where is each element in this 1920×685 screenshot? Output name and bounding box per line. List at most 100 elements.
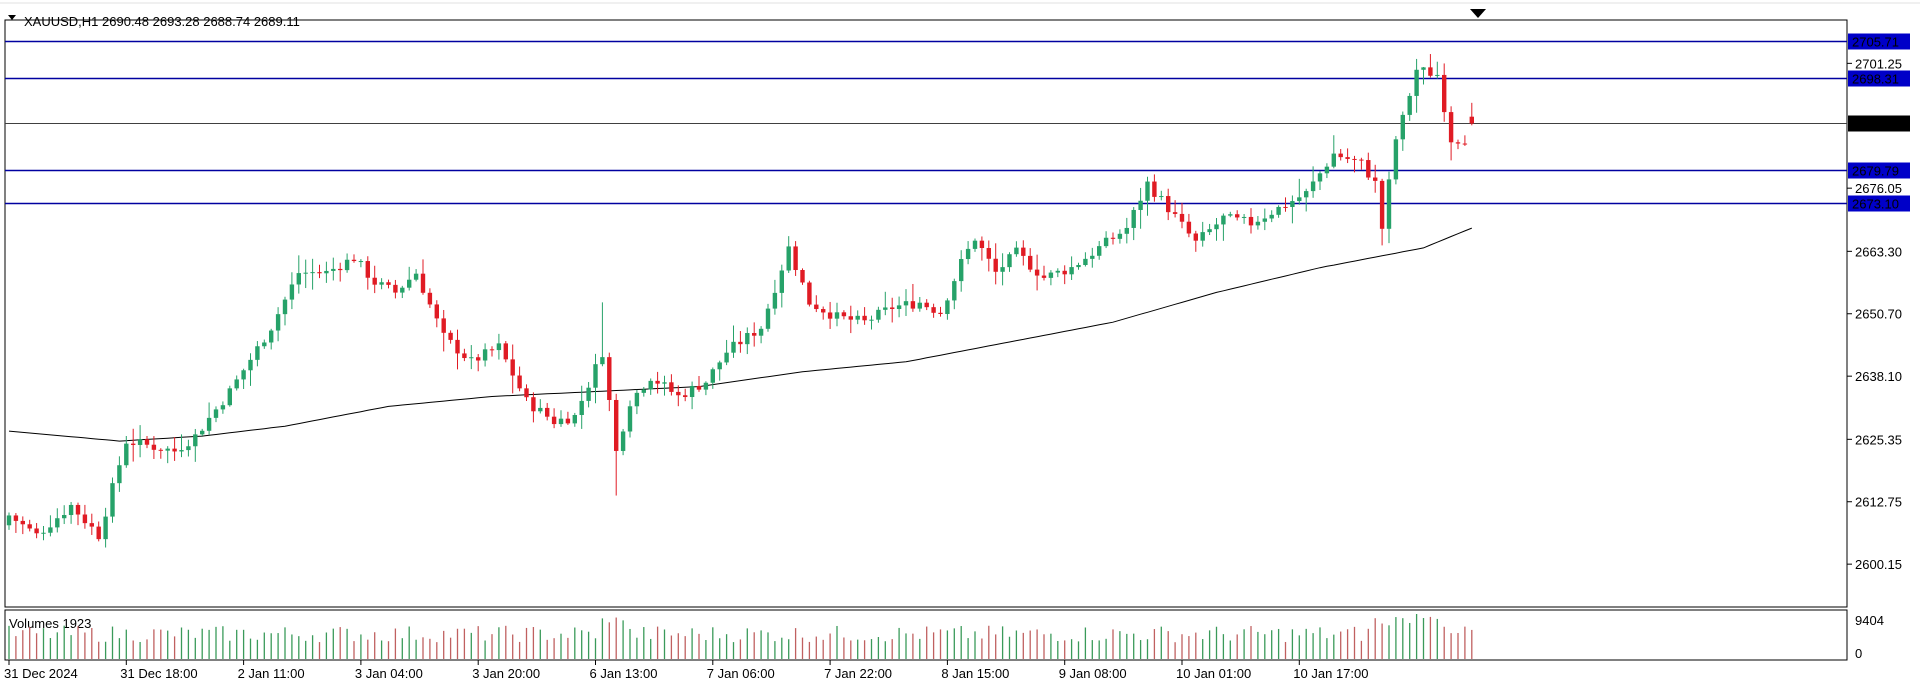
candle [117, 456, 122, 492]
candle [255, 341, 260, 367]
time-tick-label: 7 Jan 22:00 [824, 666, 892, 681]
candle-body [303, 272, 308, 274]
candle [462, 348, 467, 362]
candle [1145, 176, 1150, 216]
candle-body [117, 465, 122, 484]
candle [386, 279, 391, 289]
candle [545, 402, 550, 421]
candle [710, 367, 715, 389]
candle-body [462, 353, 467, 359]
candle-body [344, 259, 350, 271]
candle [1021, 240, 1026, 266]
candle-body [1379, 180, 1385, 229]
candle-body [200, 430, 205, 435]
candle-body [1090, 255, 1095, 259]
candle [1269, 210, 1274, 223]
candle-body [1421, 67, 1426, 70]
price-tick-label: 2663.30 [1855, 244, 1902, 259]
candle [151, 436, 157, 459]
candle-body [1145, 181, 1150, 201]
candle-body [1069, 267, 1074, 275]
candle [158, 448, 163, 459]
candle-body [848, 316, 853, 320]
shift-marker-icon[interactable] [1470, 9, 1486, 18]
price-scale[interactable]: 2701.25 2676.05 2663.30 2650.70 2638.10 2625.… [1847, 56, 1902, 572]
horizontal-levels [5, 40, 1847, 205]
candle [282, 296, 288, 326]
candle [89, 513, 94, 535]
candle-body [1290, 201, 1295, 207]
symbol-info: XAUUSD,H1 2690.48 2693.28 2688.74 2689.1… [24, 14, 300, 29]
candle-body [1235, 214, 1240, 218]
candle-body [1166, 196, 1171, 213]
candle [1055, 268, 1060, 278]
candle-body [427, 292, 433, 305]
candle [144, 436, 150, 449]
candle [379, 278, 384, 290]
candle [641, 386, 646, 397]
time-tick-label: 6 Jan 13:00 [590, 666, 658, 681]
candle [131, 428, 136, 462]
candle-body [131, 443, 136, 445]
candle [75, 502, 81, 526]
candle [372, 265, 377, 294]
candle-body [441, 318, 446, 333]
main-panel-frame [4, 19, 1848, 608]
candle-body [565, 418, 571, 424]
candle [476, 354, 481, 372]
candle [469, 345, 474, 370]
price-tick-label: 2676.05 [1855, 181, 1902, 196]
candle-body [890, 307, 895, 309]
candle [1317, 171, 1323, 191]
candle-body [972, 240, 978, 249]
time-axis[interactable]: 31 Dec 2024 31 Dec 18:00 2 Jan 11:00 3 Jan … [4, 660, 1368, 681]
candle-body [1193, 233, 1198, 241]
candle [524, 384, 529, 402]
candle-body [524, 388, 529, 398]
candle [1179, 202, 1185, 229]
candle [1186, 213, 1192, 238]
candle-body [634, 392, 640, 407]
candle-body [379, 282, 384, 285]
candle [910, 283, 916, 312]
candle [455, 329, 460, 370]
candle-body [1034, 269, 1040, 276]
candle [986, 240, 991, 272]
candle-body [213, 409, 219, 418]
candle-body [6, 515, 12, 526]
candle-body [910, 301, 916, 309]
candle-body [1435, 74, 1440, 76]
candle-body [1214, 224, 1219, 230]
candle-body [1462, 143, 1468, 145]
candle [814, 295, 819, 313]
candle [662, 375, 667, 396]
candle-body [765, 308, 771, 329]
candle [862, 307, 867, 325]
candle [717, 360, 722, 381]
candle [1159, 190, 1164, 201]
candle-body [455, 339, 460, 354]
candle [1393, 136, 1399, 185]
candle [41, 525, 46, 541]
candle-body [1076, 265, 1081, 268]
candle-body [1221, 215, 1226, 225]
candle-body [641, 389, 646, 393]
candle [1414, 58, 1419, 113]
candle [531, 392, 536, 423]
candle [517, 366, 522, 392]
candle [965, 241, 971, 265]
candle-body [165, 448, 170, 451]
candle-body [924, 302, 929, 308]
collapse-triangle-icon[interactable] [8, 15, 16, 20]
candle-body [324, 270, 329, 274]
candle-body [103, 516, 108, 540]
candle [1469, 102, 1474, 126]
candle [1421, 67, 1426, 85]
level-label-bg [1848, 33, 1910, 50]
candle [1214, 217, 1219, 241]
candle [1000, 253, 1005, 286]
candle-body [186, 446, 191, 451]
candle-body [358, 261, 364, 263]
